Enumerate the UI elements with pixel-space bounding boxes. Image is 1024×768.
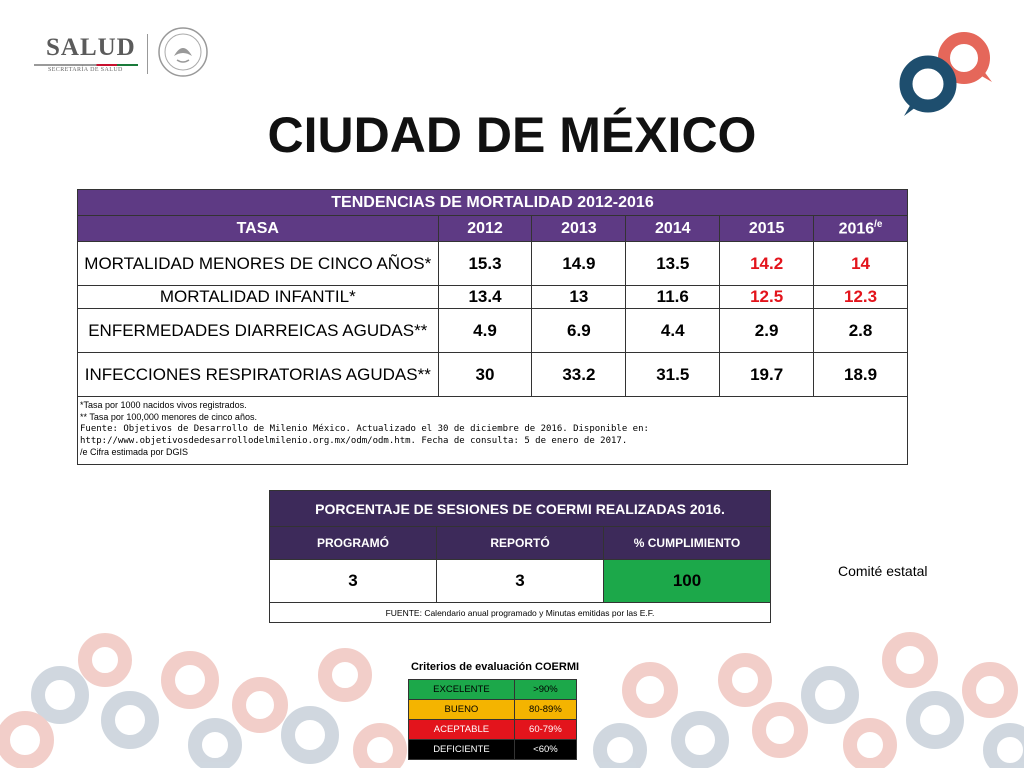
value-reporto: 3: [436, 559, 604, 603]
header-2016-year: 2016: [838, 220, 875, 238]
footnote-source-text: Fuente: Objetivos de Desarrollo de Milen…: [80, 424, 649, 434]
cell-value: 6.9: [531, 308, 627, 353]
cell-value: 11.6: [625, 285, 721, 309]
cell-value: 31.5: [625, 352, 721, 397]
header-2013: 2013: [531, 215, 627, 242]
header-reporto: REPORTÓ: [436, 526, 604, 560]
criteria-range: 80-89%: [513, 699, 578, 720]
salud-logo-subtitle: SECRETARÍA DE SALUD: [48, 67, 123, 73]
coermi-source: FUENTE: Calendario anual programado y Mi…: [269, 602, 771, 623]
footnote-source-url: http://www.objetivosdedesarrollodelmilen…: [80, 435, 628, 446]
cell-value-estimate: 12.3: [813, 285, 908, 309]
criteria-table: EXCELENTE >90% BUENO 80-89% ACEPTABLE 60…: [408, 679, 578, 760]
footnote-under-five: ** Tasa por 100,000 menores de cinco año…: [80, 411, 257, 422]
cell-value: 19.7: [719, 352, 815, 397]
criteria-row-deficiente: DEFICIENTE <60%: [408, 739, 578, 760]
cell-value: 4.4: [625, 308, 721, 353]
row-label: INFECCIONES RESPIRATORIAS AGUDAS**: [77, 352, 439, 397]
table-row: INFECCIONES RESPIRATORIAS AGUDAS** 30 33…: [77, 352, 908, 397]
criteria-title: Criterios de evaluación COERMI: [410, 661, 580, 673]
salud-logo: SALUD SECRETARÍA DE SALUD: [34, 34, 138, 74]
header-2016: 2016/e: [813, 215, 908, 242]
criteria-range: <60%: [513, 739, 578, 760]
salud-logo-line: [34, 64, 138, 66]
cell-value: 13: [531, 285, 627, 309]
header-programo: PROGRAMÓ: [269, 526, 437, 560]
header-2014: 2014: [625, 215, 721, 242]
criteria-label: DEFICIENTE: [408, 739, 515, 760]
mortality-table-title: TENDENCIAS DE MORTALIDAD 2012-2016: [77, 189, 908, 216]
cell-value: 30: [437, 352, 533, 397]
cell-value: 18.9: [813, 352, 908, 397]
table-row: MORTALIDAD INFANTIL* 13.4 13 11.6 12.5 1…: [77, 285, 908, 309]
coermi-sessions-table: PORCENTAJE DE SESIONES DE COERMI REALIZA…: [269, 490, 771, 623]
criteria-range: >90%: [513, 679, 578, 700]
header-2016-estimate-mark: /e: [874, 218, 883, 230]
cell-value-estimate: 12.5: [719, 285, 815, 309]
logo-divider: [147, 34, 148, 74]
cell-value: 33.2: [531, 352, 627, 397]
cell-value: 4.9: [437, 308, 533, 353]
header-tasa: TASA: [77, 215, 439, 242]
page-title: CIUDAD DE MÉXICO: [267, 107, 757, 163]
header-2012: 2012: [437, 215, 533, 242]
table-row: MORTALIDAD MENORES DE CINCO AÑOS* 15.3 1…: [77, 241, 908, 286]
footnote-estimate: /e Cifra estimada por DGIS: [80, 447, 189, 457]
criteria-label: ACEPTABLE: [408, 719, 515, 740]
table-row: 3 3 100: [269, 559, 771, 603]
background-pattern: [0, 632, 1024, 768]
footnote-source: Fuente: Objetivos de Desarrollo de Milen…: [80, 423, 905, 436]
mexico-seal-icon: [158, 27, 208, 77]
header-cumplimiento: % CUMPLIMIENTO: [603, 526, 771, 560]
mortality-trends-table: TENDENCIAS DE MORTALIDAD 2012-2016 TASA …: [77, 189, 908, 465]
header-2015: 2015: [719, 215, 815, 242]
coermi-header-row: PROGRAMÓ REPORTÓ % CUMPLIMIENTO: [269, 526, 771, 560]
criteria-range: 60-79%: [513, 719, 578, 740]
cell-value: 13.4: [437, 285, 533, 309]
criteria-row-excelente: EXCELENTE >90%: [408, 679, 578, 700]
row-label: MORTALIDAD INFANTIL*: [77, 285, 439, 309]
cell-value: 2.8: [813, 308, 908, 353]
cell-value-estimate: 14: [813, 241, 908, 286]
criteria-label: EXCELENTE: [408, 679, 515, 700]
cell-value: 15.3: [437, 241, 533, 286]
criteria-row-bueno: BUENO 80-89%: [408, 699, 578, 720]
cell-value: 14.9: [531, 241, 627, 286]
value-programo: 3: [269, 559, 437, 603]
committee-label: Comité estatal: [838, 563, 928, 579]
cell-value-estimate: 14.2: [719, 241, 815, 286]
criteria-row-aceptable: ACEPTABLE 60-79%: [408, 719, 578, 740]
footnote-births: *Tasa por 1000 nacidos vivos registrados…: [80, 400, 247, 410]
criteria-label: BUENO: [408, 699, 515, 720]
row-label: MORTALIDAD MENORES DE CINCO AÑOS*: [77, 241, 439, 286]
table-row: ENFERMEDADES DIARREICAS AGUDAS** 4.9 6.9…: [77, 308, 908, 353]
table-footnotes: *Tasa por 1000 nacidos vivos registrados…: [77, 396, 908, 465]
cell-value: 13.5: [625, 241, 721, 286]
salud-logo-word: SALUD: [46, 34, 136, 61]
row-label: ENFERMEDADES DIARREICAS AGUDAS**: [77, 308, 439, 353]
coermi-table-title: PORCENTAJE DE SESIONES DE COERMI REALIZA…: [269, 490, 771, 527]
value-cumplimiento: 100: [603, 559, 771, 603]
mortality-table-header-row: TASA 2012 2013 2014 2015 2016/e: [77, 215, 908, 242]
chat-bubbles-logo-icon: [899, 32, 992, 116]
cell-value: 2.9: [719, 308, 815, 353]
